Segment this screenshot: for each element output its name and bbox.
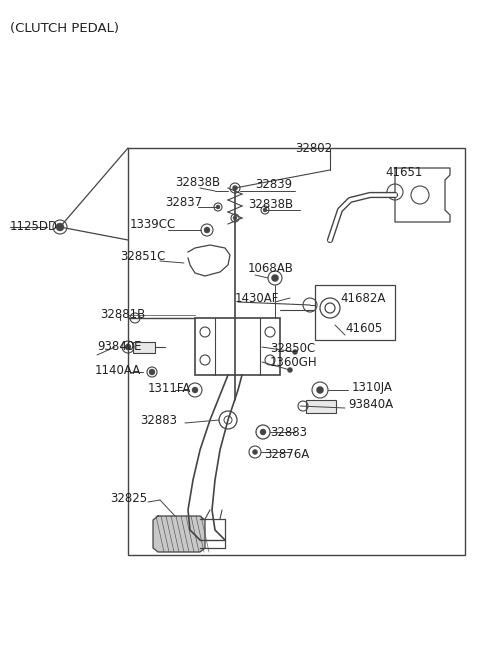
Text: 32838B: 32838B xyxy=(175,176,220,190)
Text: 32802: 32802 xyxy=(295,142,332,155)
Circle shape xyxy=(252,449,257,455)
Text: 32838B: 32838B xyxy=(248,199,293,211)
Text: 32850C: 32850C xyxy=(270,342,315,354)
Bar xyxy=(128,148,465,555)
Circle shape xyxy=(272,274,278,281)
Circle shape xyxy=(316,386,324,394)
Bar xyxy=(133,342,155,353)
Text: 32881B: 32881B xyxy=(100,308,145,321)
Circle shape xyxy=(56,223,64,231)
Circle shape xyxy=(232,186,238,190)
Circle shape xyxy=(260,429,266,435)
Text: 1068AB: 1068AB xyxy=(248,262,294,274)
Circle shape xyxy=(288,367,292,373)
Bar xyxy=(195,318,280,375)
Text: 93840E: 93840E xyxy=(97,340,142,354)
Text: 41605: 41605 xyxy=(345,321,382,335)
Text: 32851C: 32851C xyxy=(120,251,166,264)
Text: 1430AF: 1430AF xyxy=(235,291,279,304)
Text: 1125DD: 1125DD xyxy=(10,220,58,234)
Circle shape xyxy=(204,227,210,233)
Text: 32883: 32883 xyxy=(270,426,307,440)
Text: 32837: 32837 xyxy=(165,195,202,209)
Bar xyxy=(315,285,395,340)
Circle shape xyxy=(149,369,155,375)
Text: 1310JA: 1310JA xyxy=(352,382,393,394)
Text: 1311FA: 1311FA xyxy=(148,382,192,394)
Circle shape xyxy=(192,387,198,393)
Text: (CLUTCH PEDAL): (CLUTCH PEDAL) xyxy=(10,22,119,35)
Text: 32883: 32883 xyxy=(140,413,177,426)
Circle shape xyxy=(263,208,267,212)
Text: 32876A: 32876A xyxy=(264,449,309,462)
Polygon shape xyxy=(153,516,205,552)
Text: 32825: 32825 xyxy=(110,491,147,504)
Text: 41651: 41651 xyxy=(385,165,422,178)
Text: 1140AA: 1140AA xyxy=(95,363,141,377)
Text: 41682A: 41682A xyxy=(340,291,385,304)
Circle shape xyxy=(216,205,220,209)
Circle shape xyxy=(233,216,237,220)
Circle shape xyxy=(224,416,232,424)
Bar xyxy=(306,400,336,413)
Circle shape xyxy=(292,350,298,354)
Text: 1360GH: 1360GH xyxy=(270,356,318,369)
Circle shape xyxy=(125,344,131,350)
Text: 93840A: 93840A xyxy=(348,398,393,411)
Text: 1339CC: 1339CC xyxy=(130,218,176,232)
Text: 32839: 32839 xyxy=(255,178,292,192)
